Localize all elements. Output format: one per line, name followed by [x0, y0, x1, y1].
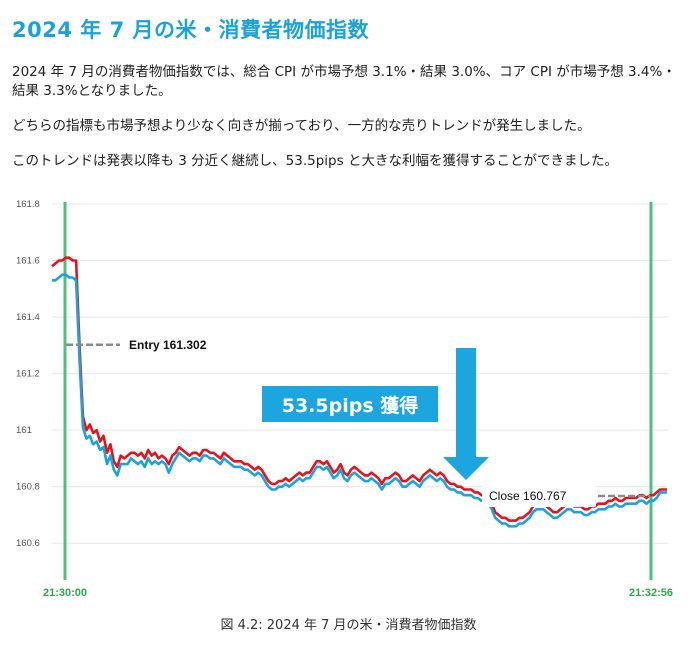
end-time-label: 21:32:56 — [629, 587, 673, 599]
entry-label-background — [122, 333, 230, 356]
page-title: 2024 年 7 月の米・消費者物価指数 — [12, 18, 369, 42]
y-tick-label: 161.8 — [16, 199, 40, 210]
down-arrow-head — [443, 457, 489, 480]
y-tick-label: 161.4 — [16, 312, 40, 323]
ask-price-line — [52, 273, 667, 528]
figure-caption: 図 4.2: 2024 年 7 月の米・消費者物価指数 — [220, 618, 477, 633]
paragraph-profit: このトレンドは発表以降も 3 分近く継続し、53.5pips と大きな利幅を獲得… — [12, 153, 618, 169]
down-arrow — [443, 348, 489, 480]
y-tick-label: 161.2 — [16, 369, 40, 380]
chart-grid — [52, 203, 668, 544]
close-marker: Close 160.767 — [482, 485, 650, 508]
close-label-background — [482, 485, 596, 508]
price-chart: 161.8 161.6 161.4 161.2 161 160.8 160.6 Entry … — [16, 199, 673, 599]
profit-badge: 53.5pips 獲得 — [262, 386, 438, 422]
down-arrow-shaft — [456, 348, 476, 458]
y-tick-label: 161 — [16, 425, 32, 436]
close-label: Close 160.767 — [489, 489, 567, 503]
paragraph-cpi-result: 2024 年 7 月の消費者物価指数では、総合 CPI が市場予想 3.1%・結… — [12, 64, 676, 99]
profit-badge-background — [262, 386, 438, 422]
y-axis-labels: 161.8 161.6 161.4 161.2 161 160.8 160.6 — [16, 199, 40, 549]
entry-marker: Entry 161.302 — [66, 333, 230, 356]
profit-badge-label: 53.5pips 獲得 — [282, 394, 419, 417]
y-tick-label: 161.6 — [16, 256, 40, 267]
start-time-label: 21:30:00 — [43, 587, 87, 599]
entry-label: Entry 161.302 — [129, 338, 207, 352]
y-tick-label: 160.8 — [16, 482, 40, 493]
paragraph-trend: どちらの指標も市場予想より少なく向きが揃っており、一方的な売りトレンドが発生しま… — [12, 118, 591, 134]
y-tick-label: 160.6 — [16, 538, 40, 549]
